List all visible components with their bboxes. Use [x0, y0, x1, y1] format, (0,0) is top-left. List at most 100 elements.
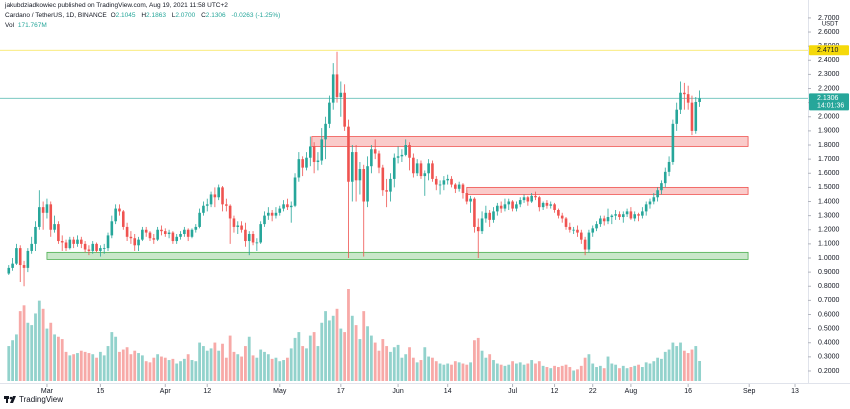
volume-bar — [95, 357, 98, 381]
candle-body — [602, 218, 606, 222]
volume-bar — [377, 350, 381, 381]
volume-bar — [68, 355, 72, 381]
volume-bar — [83, 351, 87, 381]
candle-body — [240, 225, 243, 230]
volume-bar — [480, 350, 484, 381]
y-tick-label: 0.2000 — [818, 368, 840, 375]
candle-body — [518, 200, 522, 205]
volume-bar — [373, 342, 377, 381]
candle-body — [618, 214, 621, 218]
price-tag-sublabel: 14:01:36 — [817, 103, 844, 110]
candle-body — [228, 205, 232, 219]
candle-body — [133, 238, 137, 246]
volume-bar — [572, 370, 576, 381]
volume-bar — [98, 351, 102, 381]
volume-bar — [625, 368, 629, 381]
volume-bar — [686, 353, 690, 381]
volume-bar — [396, 344, 400, 381]
volume-bar — [640, 367, 644, 381]
candle-body — [99, 248, 102, 251]
candle-body — [274, 212, 278, 216]
volume-bar — [343, 332, 347, 381]
candle-body — [370, 149, 373, 167]
price-tag-label: 2.1306 — [817, 95, 839, 102]
candle-body — [202, 205, 205, 213]
y-tick-label: 0.7000 — [818, 297, 840, 304]
candle-body — [217, 187, 220, 198]
volume-bar — [537, 361, 541, 381]
candle-body — [60, 241, 64, 243]
ohlc-value: 2.1863 — [146, 12, 166, 19]
candle-body — [64, 242, 68, 249]
volume-bar — [637, 364, 640, 381]
ohlc: C2.1306 — [201, 12, 228, 19]
y-tick-label: 1.1000 — [818, 241, 840, 248]
volume-bar — [381, 339, 385, 381]
candle-body — [679, 92, 682, 110]
price-tag — [809, 93, 849, 111]
volume-bar — [618, 368, 621, 381]
candle-body — [312, 146, 316, 162]
y-tick-label: 1.3000 — [818, 212, 840, 219]
volume-bar — [30, 325, 34, 381]
candle-body — [289, 205, 293, 208]
candle-body — [137, 239, 140, 246]
volume-bar — [434, 361, 438, 381]
volume-bar — [530, 360, 534, 381]
volume-bar — [446, 363, 450, 381]
volume-bar — [423, 347, 427, 381]
candle-body — [576, 229, 579, 233]
volume-bar — [663, 351, 667, 381]
candle-body — [259, 224, 262, 243]
change: -0.0263 (-1.25%) — [231, 12, 281, 19]
volume-label: Vol — [5, 22, 15, 29]
candle-body — [194, 226, 198, 230]
candle-body — [423, 173, 427, 177]
volume-bar — [228, 335, 232, 381]
candle-body — [34, 226, 37, 244]
candle-body — [358, 169, 362, 181]
candle-body — [331, 74, 335, 103]
volume-bar — [369, 335, 373, 381]
candle-body — [244, 229, 247, 242]
y-tick-label: 2.2000 — [818, 85, 840, 92]
candle-body — [148, 232, 152, 239]
volume-bar — [121, 349, 125, 381]
volume-bar — [602, 368, 606, 381]
y-tick-label: 1.2000 — [818, 227, 840, 234]
volume-bar — [148, 362, 152, 381]
candle-body — [389, 178, 392, 192]
candle-body — [118, 208, 121, 212]
candle-body — [396, 156, 400, 158]
volume-bar — [316, 346, 320, 381]
volume-bar — [163, 357, 167, 381]
y-tick-label: 1.0000 — [818, 255, 840, 262]
volume-bar — [671, 342, 675, 381]
volume-bar — [41, 308, 45, 381]
candle-body — [160, 229, 163, 232]
volume-bar — [179, 361, 182, 381]
volume-bar — [22, 305, 26, 381]
candle-body — [305, 157, 308, 168]
candle-body — [373, 149, 377, 154]
ohlc-label: O — [110, 12, 116, 19]
candle-body — [251, 233, 255, 243]
ohlc: H2.1863 — [141, 12, 168, 19]
candle-body — [18, 248, 22, 266]
candle-body — [328, 102, 331, 124]
volume-bar — [408, 347, 411, 381]
volume-bar — [461, 363, 465, 381]
candle-body — [629, 211, 633, 219]
volume-bar — [583, 357, 587, 381]
volume-bar — [347, 289, 350, 381]
volume-bar — [442, 364, 446, 381]
volume-bar — [289, 348, 293, 381]
candle-body — [663, 171, 667, 184]
candle-body — [335, 74, 339, 97]
candle-body — [95, 243, 98, 251]
candle-body — [538, 197, 541, 208]
candle-body — [587, 232, 591, 250]
volume-bar — [331, 315, 335, 381]
volume-bar — [526, 363, 530, 381]
